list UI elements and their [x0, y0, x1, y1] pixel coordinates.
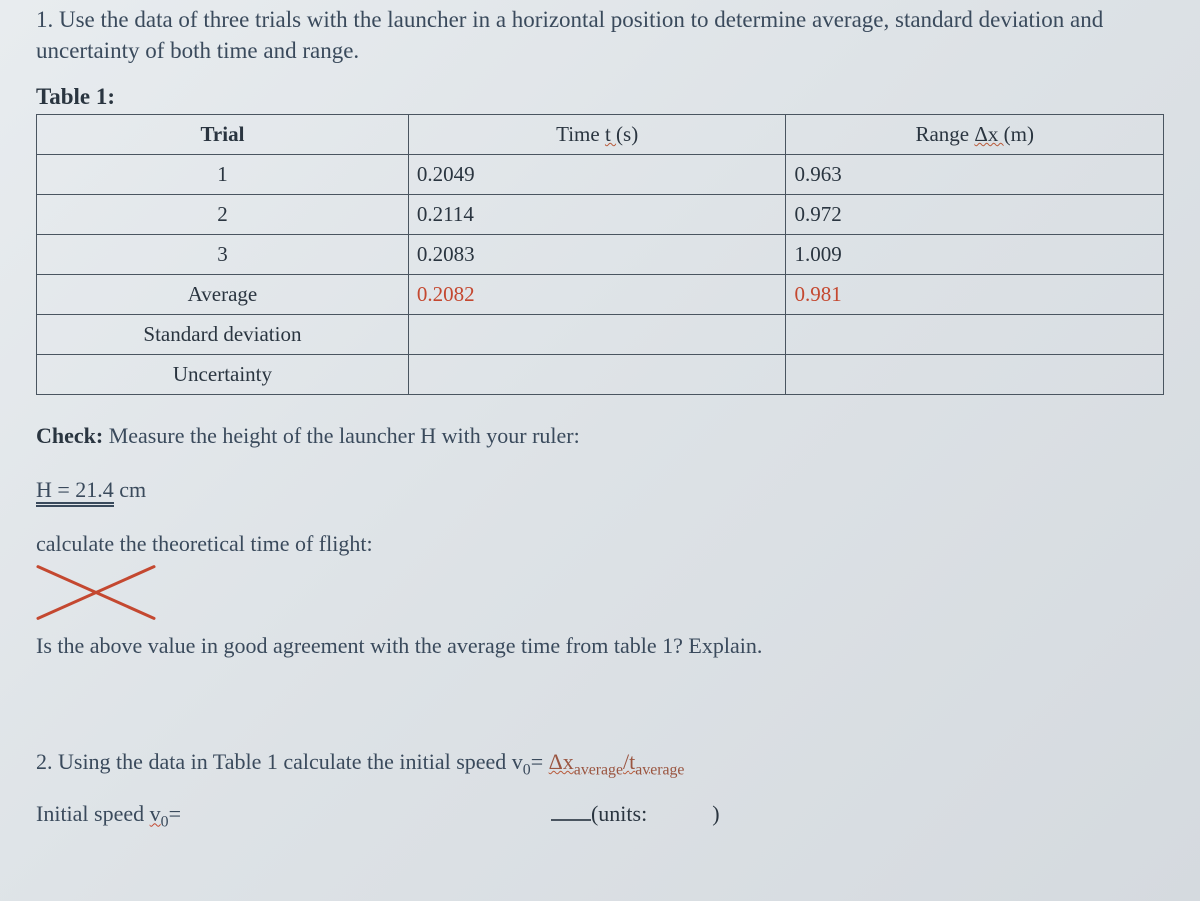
question-1-text: 1. Use the data of three trials with the…: [36, 4, 1164, 66]
range-cell: 0.963: [786, 155, 1164, 195]
time-cell: 0.2114: [408, 195, 786, 235]
row-label-cell: Uncertainty: [37, 355, 409, 395]
time-cell: 0.2083: [408, 235, 786, 275]
x-wrong-mark-icon: [36, 561, 156, 625]
col-header-trial: Trial: [37, 115, 409, 155]
table-1: Trial Time t (s) Range Δx (m) 10.20490.9…: [36, 114, 1164, 395]
time-cell: [408, 315, 786, 355]
table-header-row: Trial Time t (s) Range Δx (m): [37, 115, 1164, 155]
range-cell: [786, 355, 1164, 395]
agreement-question: Is the above value in good agreement wit…: [36, 633, 1164, 659]
range-cell: 0.972: [786, 195, 1164, 235]
row-label-cell: 2: [37, 195, 409, 235]
table-row: 30.20831.009: [37, 235, 1164, 275]
units-blank: (units:): [551, 801, 720, 827]
row-label-cell: Average: [37, 275, 409, 315]
table-row: Uncertainty: [37, 355, 1164, 395]
time-cell: 0.2082: [408, 275, 786, 315]
question-2-text: 2. Using the data in Table 1 calculate t…: [36, 749, 1164, 779]
row-label-cell: 1: [37, 155, 409, 195]
time-cell: 0.2049: [408, 155, 786, 195]
table-row: Average0.20820.981: [37, 275, 1164, 315]
h-measurement: H = 21.4 cm: [36, 477, 1164, 503]
calc-time-flight-label: calculate the theoretical time of flight…: [36, 531, 1164, 557]
range-cell: 1.009: [786, 235, 1164, 275]
table-row: 20.21140.972: [37, 195, 1164, 235]
row-label-cell: 3: [37, 235, 409, 275]
time-cell: [408, 355, 786, 395]
worksheet-page: 1. Use the data of three trials with the…: [0, 0, 1200, 901]
row-label-cell: Standard deviation: [37, 315, 409, 355]
table-row: Standard deviation: [37, 315, 1164, 355]
initial-speed-row: Initial speed v0= (units:): [36, 801, 1164, 831]
table-row: 10.20490.963: [37, 155, 1164, 195]
table-body: 10.20490.96320.21140.97230.20831.009Aver…: [37, 155, 1164, 395]
check-instruction: Check: Measure the height of the launche…: [36, 423, 1164, 449]
table-1-label: Table 1:: [36, 84, 1164, 110]
col-header-range: Range Δx (m): [786, 115, 1164, 155]
initial-speed-label: Initial speed v0=: [36, 801, 181, 831]
range-cell: 0.981: [786, 275, 1164, 315]
range-cell: [786, 315, 1164, 355]
col-header-time: Time t (s): [408, 115, 786, 155]
